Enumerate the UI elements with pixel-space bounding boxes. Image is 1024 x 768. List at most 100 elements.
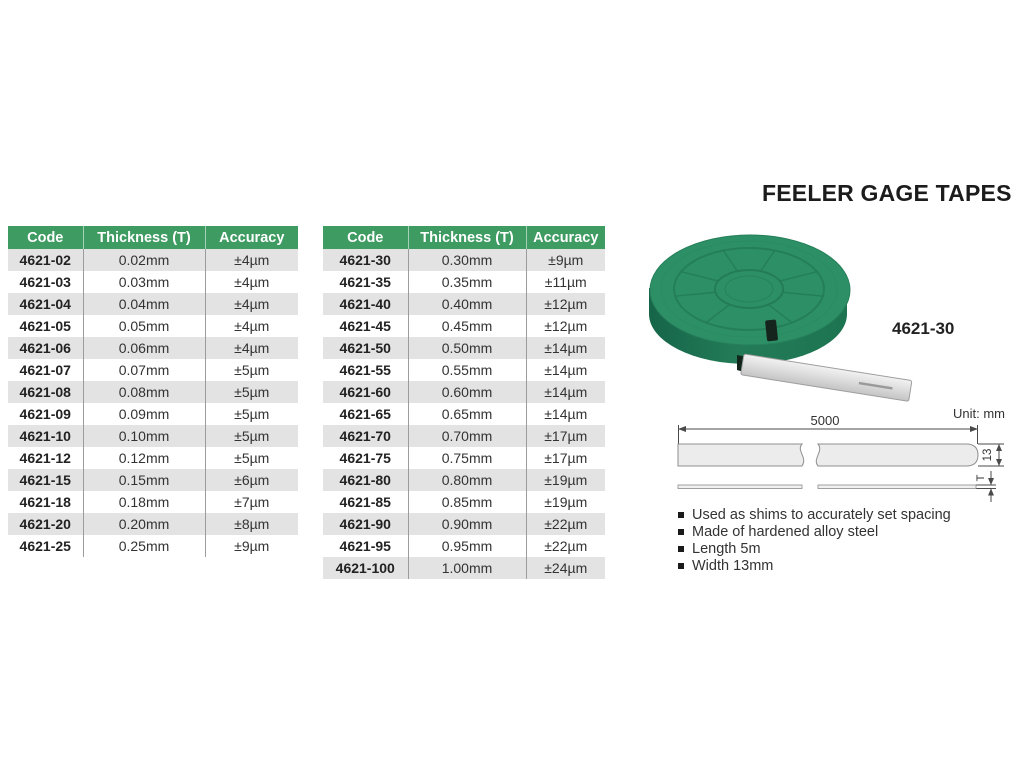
accuracy-cell: ±22µm bbox=[525, 513, 605, 535]
accuracy-cell: ±19µm bbox=[525, 469, 605, 491]
square-bullet-icon bbox=[678, 529, 684, 535]
thickness-cell: 0.09mm bbox=[82, 403, 205, 425]
accuracy-cell: ±4µm bbox=[204, 271, 298, 293]
thickness-cell: 0.07mm bbox=[82, 359, 205, 381]
code-cell: 4621-45 bbox=[339, 318, 391, 334]
thickness-cell: 0.70mm bbox=[407, 425, 526, 447]
accuracy-cell: ±4µm bbox=[204, 249, 298, 271]
thickness-dimension-label: T bbox=[975, 474, 987, 481]
spec-table-left: Code Thickness (T) Accuracy 4621-02 0.02mm ±4… bbox=[8, 226, 298, 557]
table-row: 4621-100 1.00mm ±24µm bbox=[323, 557, 605, 579]
feature-item: Used as shims to accurately set spacing bbox=[676, 507, 951, 524]
accuracy-cell: ±6µm bbox=[204, 469, 298, 491]
feature-text: Used as shims to accurately set spacing bbox=[692, 507, 951, 523]
thickness-cell: 0.30mm bbox=[407, 249, 526, 271]
table-row: 4621-95 0.95mm ±22µm bbox=[323, 535, 605, 557]
accuracy-cell: ±14µm bbox=[525, 337, 605, 359]
square-bullet-icon bbox=[678, 512, 684, 518]
code-cell: 4621-08 bbox=[19, 384, 71, 400]
dimension-diagram: Unit: mm 5000 13 T bbox=[677, 406, 1005, 502]
code-cell: 4621-12 bbox=[19, 450, 71, 466]
length-dimension-label: 5000 bbox=[811, 413, 840, 428]
thickness-cell: 0.65mm bbox=[407, 403, 526, 425]
table-row: 4621-09 0.09mm ±5µm bbox=[8, 403, 298, 425]
table-row: 4621-20 0.20mm ±8µm bbox=[8, 513, 298, 535]
thickness-cell: 0.90mm bbox=[407, 513, 526, 535]
code-cell: 4621-09 bbox=[19, 406, 71, 422]
table-row: 4621-02 0.02mm ±4µm bbox=[8, 249, 298, 271]
code-cell: 4621-75 bbox=[339, 450, 391, 466]
code-cell: 4621-25 bbox=[19, 538, 71, 554]
feature-item: Length 5m bbox=[676, 541, 951, 558]
accuracy-cell: ±12µm bbox=[525, 293, 605, 315]
thickness-cell: 0.06mm bbox=[82, 337, 205, 359]
thickness-cell: 0.60mm bbox=[407, 381, 526, 403]
tape-slot bbox=[765, 319, 778, 342]
table-row: 4621-18 0.18mm ±7µm bbox=[8, 491, 298, 513]
header-row: Code Thickness (T) Accuracy bbox=[323, 226, 605, 249]
thickness-cell: 0.80mm bbox=[407, 469, 526, 491]
table-row: 4621-05 0.05mm ±4µm bbox=[8, 315, 298, 337]
tape-side-view bbox=[677, 484, 977, 489]
thickness-cell: 0.25mm bbox=[82, 535, 205, 557]
feature-item: Width 13mm bbox=[676, 558, 951, 575]
accuracy-cell: ±7µm bbox=[204, 491, 298, 513]
column-header-code: Code bbox=[323, 226, 408, 249]
thickness-cell: 0.04mm bbox=[82, 293, 205, 315]
code-cell: 4621-07 bbox=[19, 362, 71, 378]
accuracy-cell: ±8µm bbox=[204, 513, 298, 535]
page-title: FEELER GAGE TAPES bbox=[762, 180, 1012, 206]
accuracy-cell: ±4µm bbox=[204, 293, 298, 315]
thickness-cell: 0.03mm bbox=[82, 271, 205, 293]
thickness-cell: 0.18mm bbox=[82, 491, 205, 513]
accuracy-cell: ±19µm bbox=[525, 491, 605, 513]
table-row: 4621-30 0.30mm ±9µm bbox=[323, 249, 605, 271]
accuracy-cell: ±9µm bbox=[525, 249, 605, 271]
code-cell: 4621-18 bbox=[19, 494, 71, 510]
feature-text: Length 5m bbox=[692, 541, 761, 557]
accuracy-cell: ±5µm bbox=[204, 447, 298, 469]
accuracy-cell: ±11µm bbox=[525, 271, 605, 293]
table-row: 4621-10 0.10mm ±5µm bbox=[8, 425, 298, 447]
accuracy-cell: ±14µm bbox=[525, 359, 605, 381]
square-bullet-icon bbox=[678, 546, 684, 552]
thickness-cell: 0.02mm bbox=[82, 249, 205, 271]
thickness-cell: 0.10mm bbox=[82, 425, 205, 447]
column-header-thickness: Thickness (T) bbox=[82, 226, 205, 249]
thickness-cell: 0.15mm bbox=[82, 469, 205, 491]
accuracy-cell: ±24µm bbox=[525, 557, 605, 579]
code-cell: 4621-05 bbox=[19, 318, 71, 334]
table-row: 4621-12 0.12mm ±5µm bbox=[8, 447, 298, 469]
table-row: 4621-80 0.80mm ±19µm bbox=[323, 469, 605, 491]
code-cell: 4621-04 bbox=[19, 296, 71, 312]
accuracy-cell: ±5µm bbox=[204, 381, 298, 403]
column-header-accuracy: Accuracy bbox=[525, 226, 605, 249]
table-row: 4621-75 0.75mm ±17µm bbox=[323, 447, 605, 469]
code-cell: 4621-03 bbox=[19, 274, 71, 290]
table-row: 4621-15 0.15mm ±6µm bbox=[8, 469, 298, 491]
accuracy-cell: ±5µm bbox=[204, 425, 298, 447]
thickness-cell: 0.12mm bbox=[82, 447, 205, 469]
table-row: 4621-55 0.55mm ±14µm bbox=[323, 359, 605, 381]
feature-text: Made of hardened alloy steel bbox=[692, 524, 879, 540]
code-cell: 4621-60 bbox=[339, 384, 391, 400]
unit-label: Unit: mm bbox=[953, 406, 1005, 421]
feature-list: Used as shims to accurately set spacing M… bbox=[676, 507, 951, 575]
code-cell: 4621-55 bbox=[339, 362, 391, 378]
code-cell: 4621-70 bbox=[339, 428, 391, 444]
spec-table-right: Code Thickness (T) Accuracy 4621-30 0.30mm ±9… bbox=[323, 226, 605, 579]
thickness-cell: 0.45mm bbox=[407, 315, 526, 337]
table-row: 4621-85 0.85mm ±19µm bbox=[323, 491, 605, 513]
accuracy-cell: ±4µm bbox=[204, 337, 298, 359]
accuracy-cell: ±12µm bbox=[525, 315, 605, 337]
thickness-cell: 0.35mm bbox=[407, 271, 526, 293]
table-row: 4621-08 0.08mm ±5µm bbox=[8, 381, 298, 403]
code-cell: 4621-100 bbox=[335, 560, 395, 576]
column-header-code: Code bbox=[8, 226, 83, 249]
feature-item: Made of hardened alloy steel bbox=[676, 524, 951, 541]
tape-blade bbox=[740, 353, 913, 402]
code-cell: 4621-95 bbox=[339, 538, 391, 554]
thickness-cell: 0.05mm bbox=[82, 315, 205, 337]
accuracy-cell: ±5µm bbox=[204, 359, 298, 381]
accuracy-cell: ±4µm bbox=[204, 315, 298, 337]
